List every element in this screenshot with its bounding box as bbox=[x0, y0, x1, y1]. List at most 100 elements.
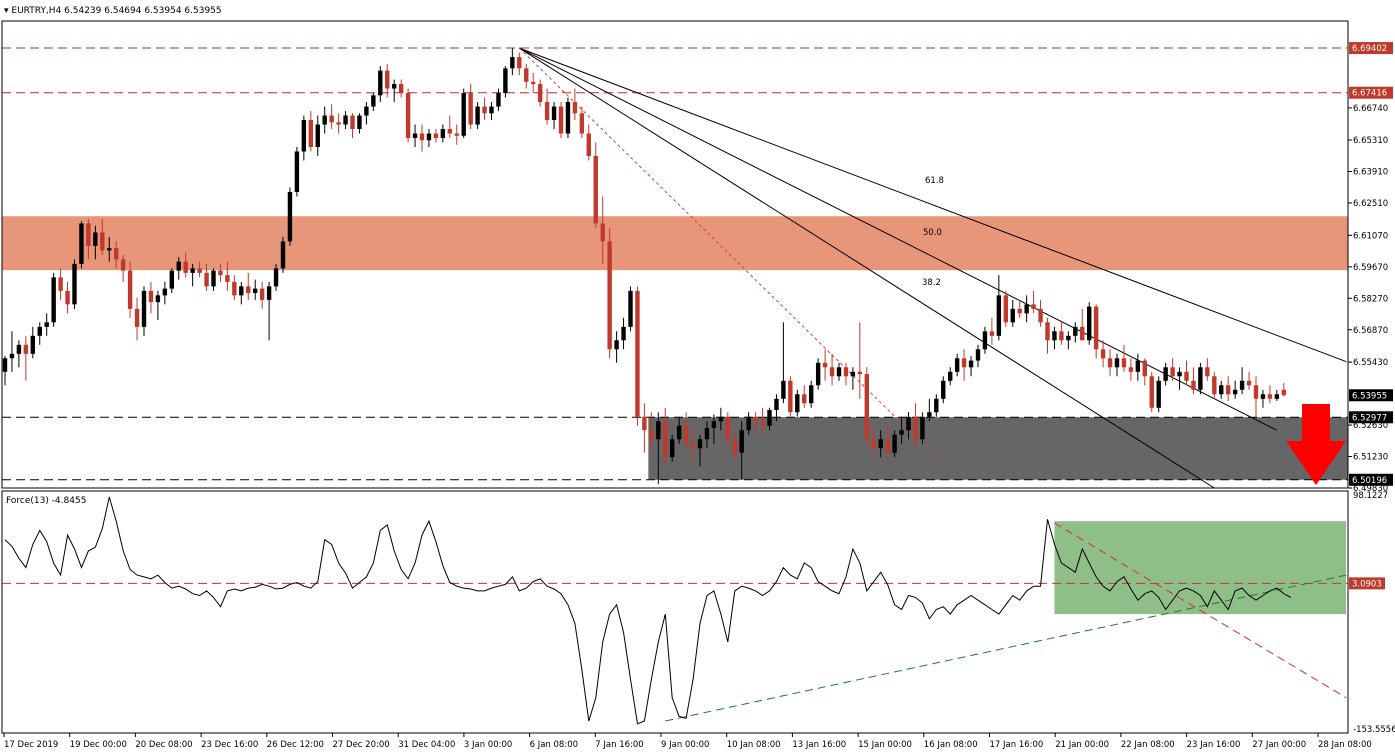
candle-body bbox=[676, 425, 682, 440]
candle-body bbox=[141, 290, 147, 327]
symbol-timeframe: EURTRY,H4 bbox=[11, 6, 61, 16]
candle bbox=[51, 272, 56, 327]
candle-body bbox=[1149, 376, 1154, 408]
time-tick-label: 22 Jan 08:00 bbox=[1121, 740, 1175, 750]
candle bbox=[364, 102, 369, 125]
time-tick-label: 9 Jan 00:00 bbox=[661, 740, 709, 750]
candle-body bbox=[739, 430, 744, 453]
candle-body bbox=[475, 106, 480, 125]
candle-body bbox=[1281, 389, 1286, 396]
candle-body bbox=[1087, 306, 1092, 341]
candle bbox=[517, 52, 522, 76]
candles-layer[interactable] bbox=[2, 48, 1286, 485]
candle-body bbox=[1093, 306, 1099, 350]
candle bbox=[878, 430, 883, 458]
candle bbox=[1246, 371, 1252, 390]
candle bbox=[44, 313, 49, 336]
candle bbox=[537, 79, 543, 107]
candle-body bbox=[1038, 308, 1043, 323]
candle-body bbox=[1239, 380, 1245, 390]
time-tick-label: 15 Jan 00:00 bbox=[858, 740, 912, 750]
candle-body bbox=[93, 232, 98, 246]
candle bbox=[1177, 367, 1182, 390]
candle bbox=[906, 412, 911, 440]
candle bbox=[1170, 358, 1175, 381]
force-tick-label: 98.1227 bbox=[1353, 491, 1388, 501]
candle bbox=[676, 416, 682, 444]
force-panel-border bbox=[1, 490, 1349, 734]
candle bbox=[1232, 380, 1238, 399]
candle bbox=[447, 115, 452, 139]
candle bbox=[378, 66, 383, 103]
force-level-tag bbox=[1349, 577, 1385, 590]
candle bbox=[1135, 353, 1141, 381]
price-tick-label: 6.65310 bbox=[1353, 136, 1388, 146]
candle-body bbox=[343, 115, 348, 125]
candle-body bbox=[412, 133, 418, 139]
candle-body bbox=[37, 326, 42, 336]
price-tag bbox=[1349, 389, 1393, 402]
candle bbox=[1080, 308, 1085, 341]
candle-body bbox=[1226, 385, 1231, 395]
candle-body bbox=[1031, 304, 1036, 309]
time-tick-label: 26 Dec 12:00 bbox=[267, 740, 324, 750]
candle-body bbox=[711, 421, 717, 428]
candle bbox=[815, 358, 821, 390]
candle-body bbox=[635, 290, 640, 417]
candle-body bbox=[169, 270, 174, 289]
candle bbox=[1093, 304, 1099, 359]
candle bbox=[927, 398, 932, 422]
fib-fan-label: 50.0 bbox=[923, 228, 942, 238]
candle bbox=[760, 407, 765, 435]
candle bbox=[398, 79, 404, 98]
candle-body bbox=[1003, 295, 1008, 323]
candle bbox=[1253, 376, 1259, 417]
candle bbox=[1003, 290, 1008, 327]
candle bbox=[544, 88, 550, 125]
candle-body bbox=[114, 248, 119, 260]
candle bbox=[190, 263, 195, 287]
candle-body bbox=[1045, 322, 1050, 341]
candle-body bbox=[774, 398, 779, 410]
time-tick-label: 3 Jan 00:00 bbox=[464, 740, 512, 750]
candle bbox=[86, 218, 91, 260]
candle-body bbox=[433, 133, 439, 139]
candle-body bbox=[586, 133, 591, 156]
candle bbox=[683, 412, 689, 449]
candle bbox=[864, 367, 869, 444]
candle-body bbox=[183, 261, 188, 273]
candle bbox=[308, 111, 313, 152]
candle-body bbox=[1274, 394, 1280, 399]
force-panel bbox=[2, 496, 1348, 725]
candle-body bbox=[697, 439, 703, 449]
candle bbox=[565, 97, 571, 139]
candle-body bbox=[100, 232, 105, 251]
candle-body bbox=[558, 106, 564, 134]
candle bbox=[266, 281, 272, 341]
candle bbox=[148, 281, 154, 314]
candle-body bbox=[781, 380, 786, 399]
candle-body bbox=[579, 113, 585, 134]
candle-body bbox=[760, 421, 765, 426]
candle bbox=[392, 79, 397, 103]
candle bbox=[440, 124, 446, 143]
candle-body bbox=[9, 353, 15, 359]
candle bbox=[259, 281, 265, 309]
candle bbox=[1114, 353, 1120, 377]
candle bbox=[287, 187, 293, 246]
candle bbox=[697, 434, 703, 467]
candle bbox=[176, 257, 181, 280]
candle-body bbox=[232, 281, 237, 296]
candle-body bbox=[107, 248, 112, 251]
fib-fan-ray bbox=[519, 47, 1215, 489]
candle-body bbox=[294, 151, 300, 192]
candle-body bbox=[1205, 367, 1210, 377]
candle-body bbox=[1066, 335, 1071, 341]
candle-body bbox=[72, 263, 77, 305]
candle-body bbox=[58, 277, 63, 291]
candle bbox=[2, 356, 8, 386]
candle bbox=[503, 66, 508, 98]
candle-body bbox=[746, 416, 751, 431]
force-trendline bbox=[665, 574, 1347, 722]
candle bbox=[663, 407, 668, 467]
